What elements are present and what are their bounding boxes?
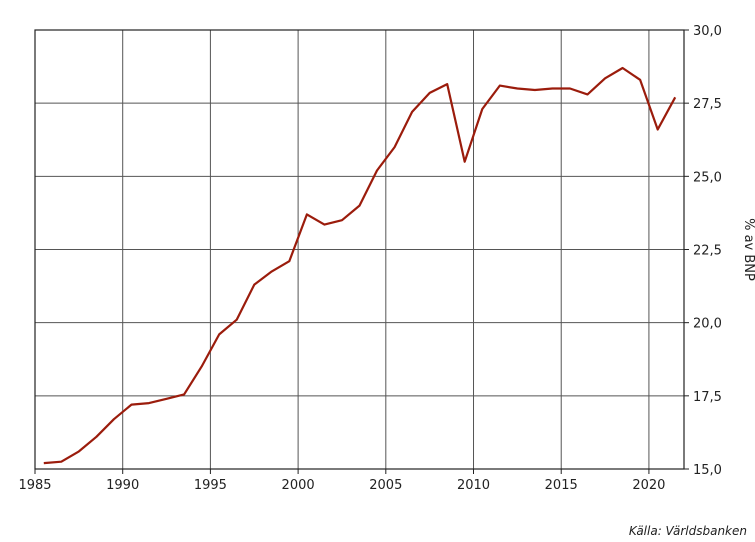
x-tick-label: 1985 <box>18 478 51 493</box>
x-tick-label: 2010 <box>457 478 490 493</box>
y-tick-label: 20,0 <box>693 317 722 332</box>
y-tick-label: 25,0 <box>693 170 722 185</box>
x-tick-label: 2000 <box>282 478 315 493</box>
x-tick-label: 1990 <box>106 478 139 493</box>
source-note: Källa: Världsbanken <box>628 524 747 538</box>
y-axis-title: % av BNP <box>741 218 755 281</box>
x-tick-label: 1995 <box>194 478 227 493</box>
gridlines <box>34 29 684 470</box>
series-line <box>43 66 677 465</box>
y-tick-label: 15,0 <box>693 463 722 478</box>
x-tick-label: 2020 <box>632 478 665 493</box>
x-tick-label: 2015 <box>545 478 578 493</box>
x-tick-label: 2005 <box>369 478 402 493</box>
axis-ticks: 1985 1990 1995 2000 2005 2010 2015 2020 15,0 17,5… <box>18 24 722 493</box>
y-tick-label: 17,5 <box>693 390 722 405</box>
y-tick-label: 30,0 <box>693 24 722 39</box>
y-tick-label: 27,5 <box>693 97 722 112</box>
y-tick-label: 22,5 <box>693 244 722 259</box>
